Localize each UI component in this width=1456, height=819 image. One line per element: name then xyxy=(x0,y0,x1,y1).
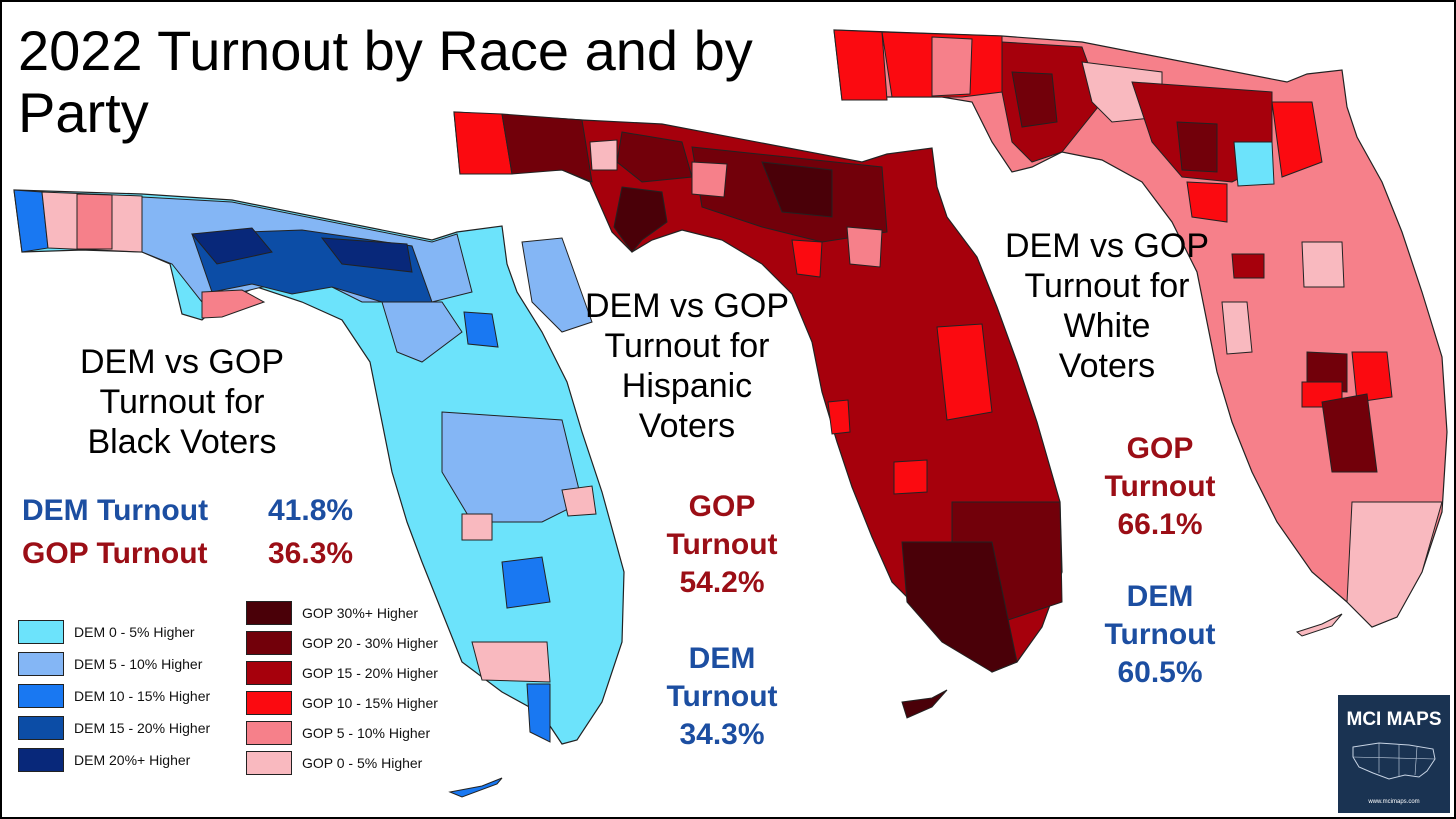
stat-hispanic-gop: GOP Turnout 54.2% xyxy=(652,488,792,602)
legend-label: GOP 5 - 10% Higher xyxy=(302,725,431,741)
stat-label: GOP Turnout xyxy=(666,490,778,561)
legend-swatch xyxy=(246,601,292,625)
caption-line: Voters xyxy=(638,407,736,445)
stat-hispanic-dem: DEM Turnout 34.3% xyxy=(652,640,792,754)
stat-white-dem: DEM Turnout 60.5% xyxy=(1090,578,1230,692)
stat-black-dem-label: DEM Turnout xyxy=(22,494,209,527)
legend-swatch xyxy=(246,661,292,685)
caption-white-voters: DEM vs GOP Turnout for White Voters xyxy=(987,226,1227,386)
legend-item: DEM 20%+ Higher xyxy=(18,744,210,776)
stat-black-dem-value: 41.8% xyxy=(268,494,354,527)
stat-label: DEM Turnout xyxy=(666,642,778,713)
legend-item: DEM 10 - 15% Higher xyxy=(18,680,210,712)
legend-swatch xyxy=(246,751,292,775)
caption-black-voters: DEM vs GOP Turnout for Black Voters xyxy=(42,342,322,462)
map-white-voters xyxy=(833,29,1448,637)
caption-line: Black Voters xyxy=(87,423,277,461)
caption-line: Turnout for xyxy=(604,327,770,365)
caption-line: DEM vs GOP xyxy=(79,343,285,381)
logo-text: MCI MAPS xyxy=(1346,709,1442,730)
legend-item: GOP 10 - 15% Higher xyxy=(246,688,438,718)
map-black-voters xyxy=(13,189,625,798)
legend-item: GOP 20 - 30% Higher xyxy=(246,628,438,658)
legend-label: GOP 20 - 30% Higher xyxy=(302,635,438,651)
legend-swatch xyxy=(18,620,64,644)
us-map-icon xyxy=(1352,742,1436,780)
legend-swatch xyxy=(18,652,64,676)
caption-hispanic-voters: DEM vs GOP Turnout for Hispanic Voters xyxy=(562,286,812,446)
legend-dem: DEM 0 - 5% Higher DEM 5 - 10% Higher DEM… xyxy=(18,616,210,776)
legend-label: DEM 20%+ Higher xyxy=(74,752,191,768)
legend-label: DEM 0 - 5% Higher xyxy=(74,624,195,640)
caption-line: DEM vs GOP xyxy=(1004,227,1210,265)
stat-value: 60.5% xyxy=(1117,656,1203,689)
legend-item: GOP 15 - 20% Higher xyxy=(246,658,438,688)
caption-line: Turnout for xyxy=(99,383,265,421)
legend-label: DEM 5 - 10% Higher xyxy=(74,656,203,672)
caption-line: Voters xyxy=(1058,347,1156,385)
legend-item: DEM 0 - 5% Higher xyxy=(18,616,210,648)
stat-label: DEM Turnout xyxy=(1104,580,1216,651)
legend-label: DEM 10 - 15% Higher xyxy=(74,688,211,704)
legend-swatch xyxy=(18,684,64,708)
legend-swatch xyxy=(18,716,64,740)
legend-swatch xyxy=(246,691,292,715)
stat-black-gop-label: GOP Turnout xyxy=(22,537,208,570)
stat-value: 34.3% xyxy=(679,718,765,751)
legend-item: DEM 5 - 10% Higher xyxy=(18,648,210,680)
caption-line: DEM vs GOP xyxy=(584,287,790,325)
legend-swatch xyxy=(18,748,64,772)
legend-label: GOP 30%+ Higher xyxy=(302,605,419,621)
legend-label: GOP 15 - 20% Higher xyxy=(302,665,438,681)
page-title: 2022 Turnout by Race and by Party xyxy=(18,19,753,144)
logo-url: www.mcimaps.com xyxy=(1368,799,1420,805)
legend-item: DEM 15 - 20% Higher xyxy=(18,712,210,744)
caption-line: Hispanic xyxy=(621,367,753,405)
legend-swatch xyxy=(246,721,292,745)
stat-label: GOP Turnout xyxy=(1104,432,1216,503)
caption-line: Turnout for xyxy=(1024,267,1190,305)
stat-value: 66.1% xyxy=(1117,508,1203,541)
stat-value: 54.2% xyxy=(679,566,765,599)
legend-label: DEM 15 - 20% Higher xyxy=(74,720,211,736)
stat-black-gop-value: 36.3% xyxy=(268,537,354,570)
legend-item: GOP 30%+ Higher xyxy=(246,598,438,628)
mci-maps-logo: MCI MAPS www.mcimaps.com xyxy=(1338,695,1450,813)
stat-white-gop: GOP Turnout 66.1% xyxy=(1090,430,1230,544)
legend-item: GOP 0 - 5% Higher xyxy=(246,748,438,778)
caption-line: White xyxy=(1063,307,1151,345)
legend-label: GOP 0 - 5% Higher xyxy=(302,755,423,771)
legend-item: GOP 5 - 10% Higher xyxy=(246,718,438,748)
legend-swatch xyxy=(246,631,292,655)
map-hispanic-voters xyxy=(453,111,1063,719)
legend-gop: GOP 30%+ Higher GOP 20 - 30% Higher GOP … xyxy=(246,598,438,778)
legend-label: GOP 10 - 15% Higher xyxy=(302,695,438,711)
